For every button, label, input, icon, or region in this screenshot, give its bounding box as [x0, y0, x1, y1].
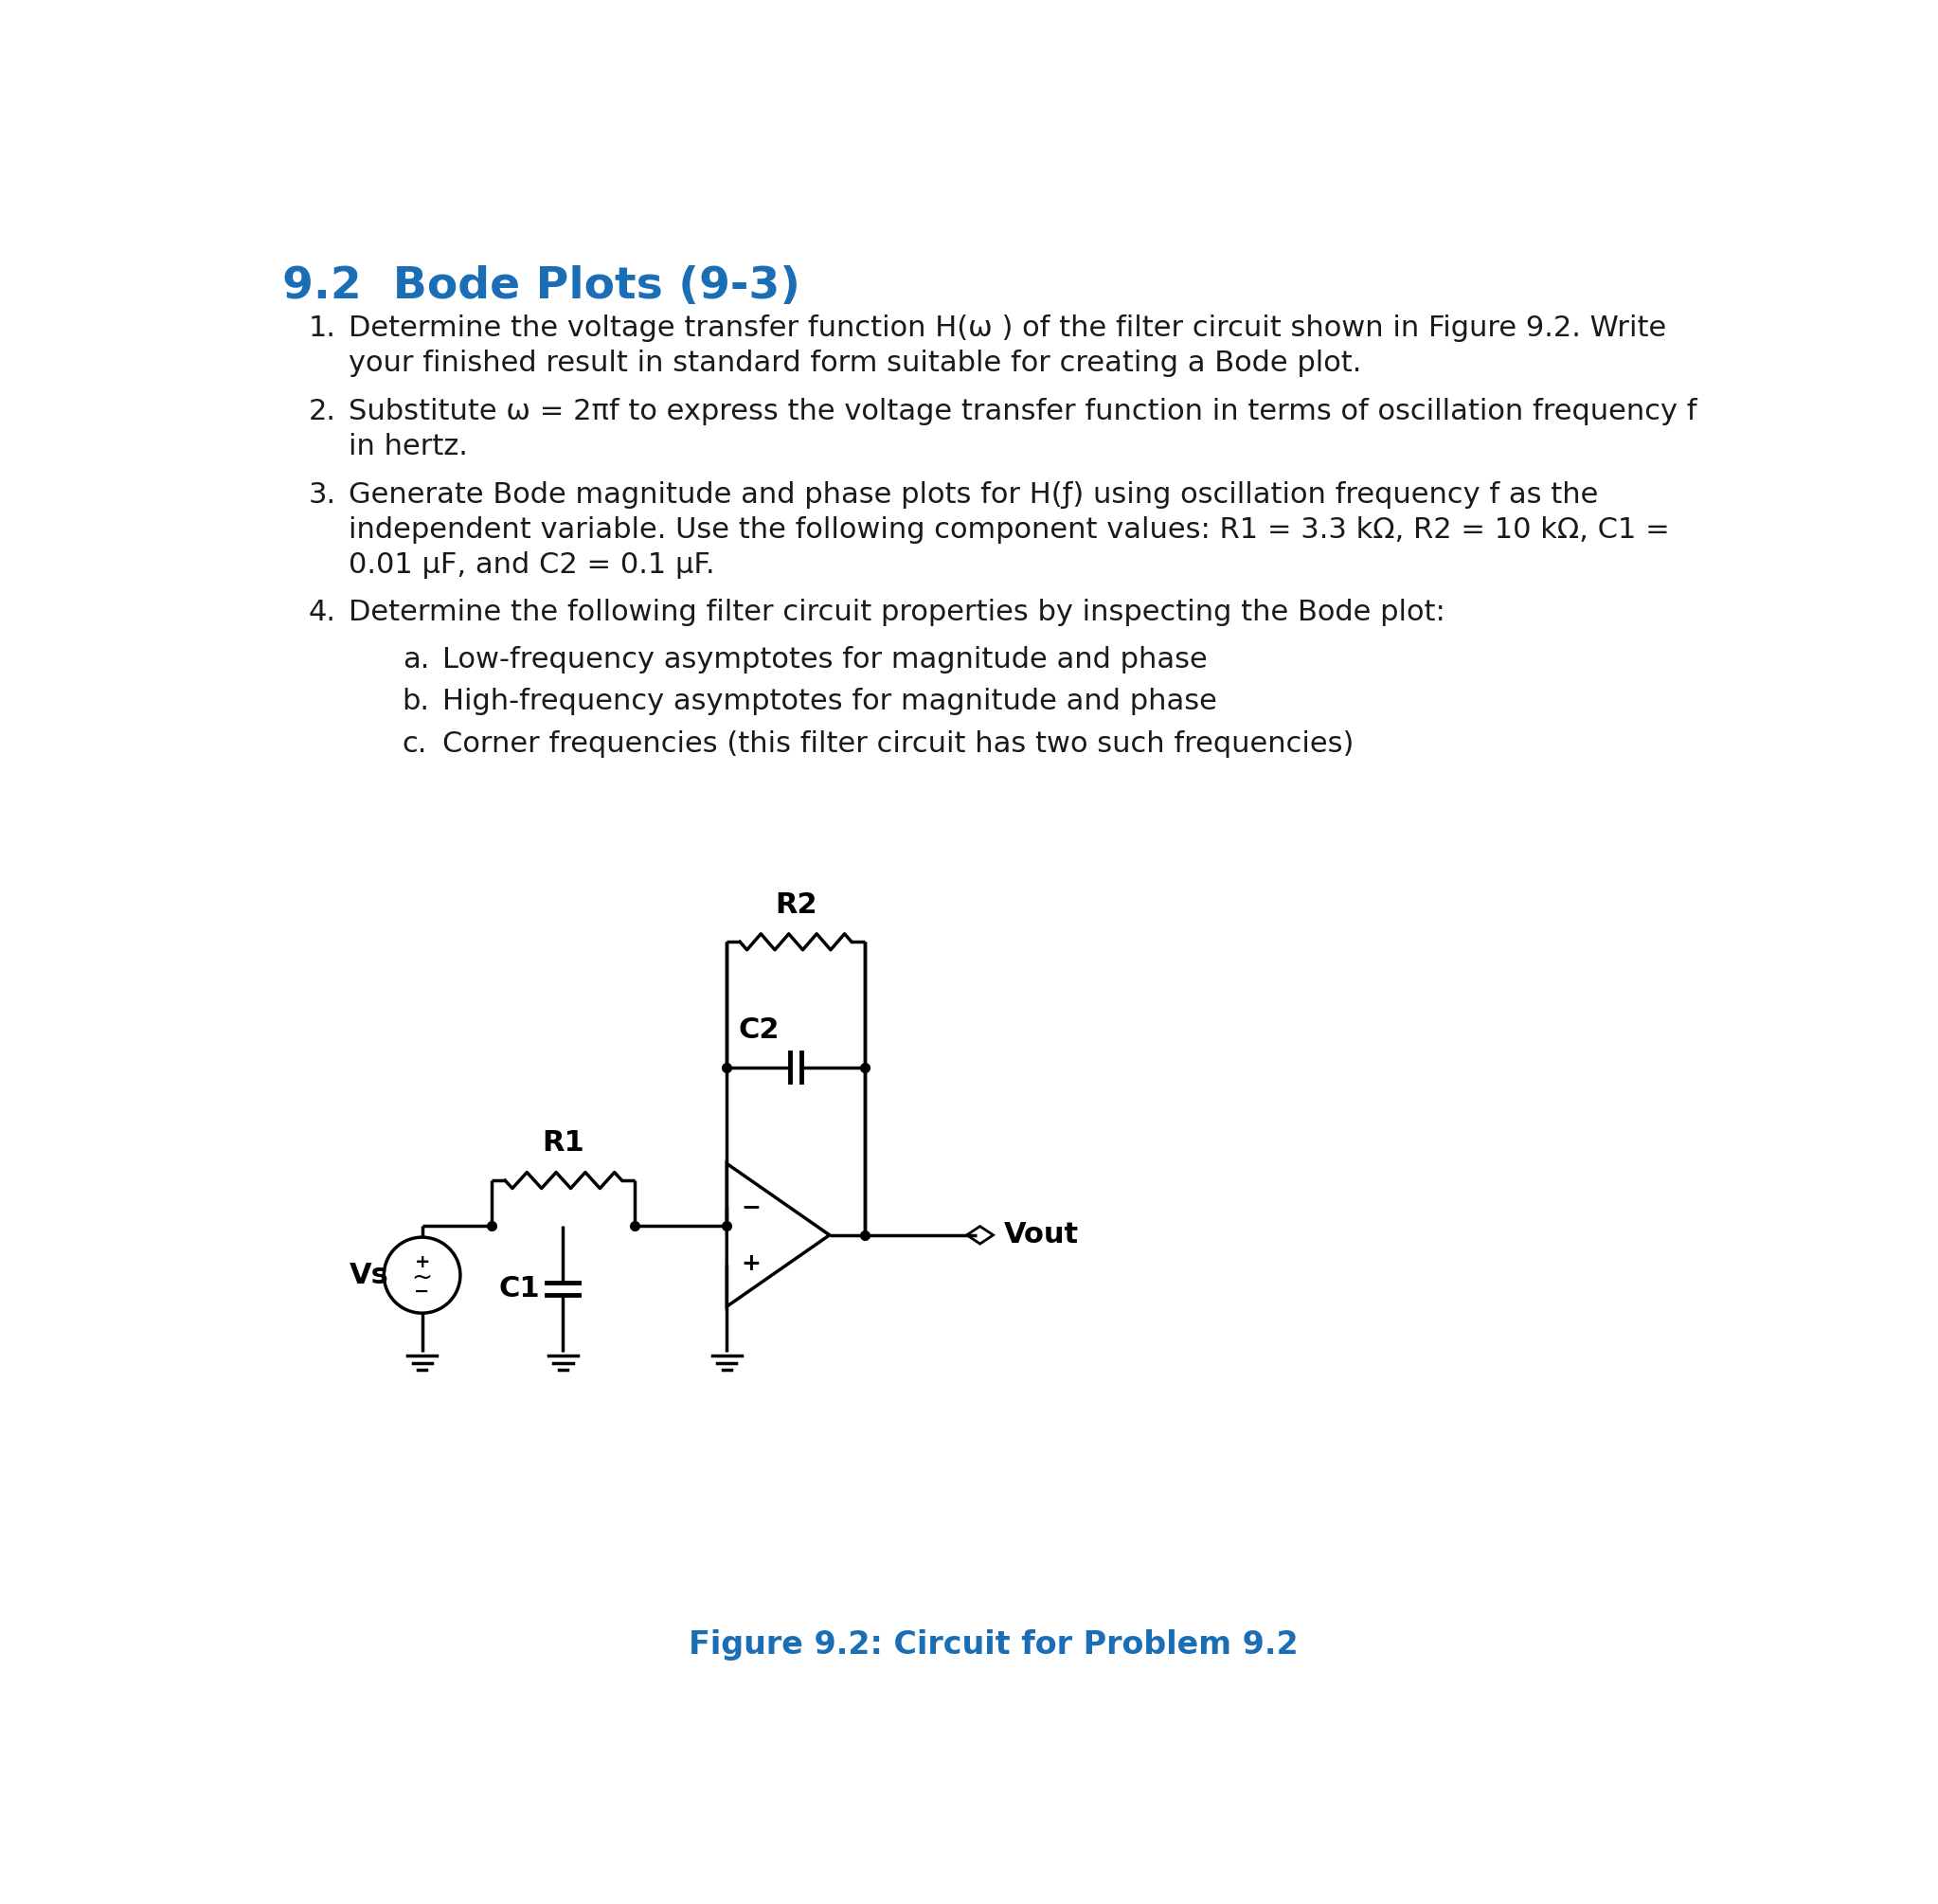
- Text: Figure 9.2: Circuit for Problem 9.2: Figure 9.2: Circuit for Problem 9.2: [688, 1630, 1298, 1660]
- Text: −: −: [415, 1281, 430, 1300]
- Text: R1: R1: [543, 1129, 585, 1158]
- Text: c.: c.: [403, 731, 426, 758]
- Text: ~: ~: [411, 1264, 432, 1289]
- Text: High-frequency asymptotes for magnitude and phase: High-frequency asymptotes for magnitude …: [442, 687, 1217, 716]
- Text: +: +: [415, 1253, 430, 1272]
- Text: 3.: 3.: [308, 482, 335, 508]
- Text: R2: R2: [775, 891, 818, 918]
- Text: C1: C1: [498, 1276, 539, 1302]
- Text: your finished result in standard form suitable for creating a Bode plot.: your finished result in standard form su…: [349, 350, 1362, 377]
- Text: Vout: Vout: [1004, 1220, 1079, 1249]
- Text: −: −: [742, 1196, 762, 1219]
- Text: C2: C2: [738, 1017, 779, 1043]
- Text: +: +: [742, 1253, 762, 1276]
- Text: Generate Bode magnitude and phase plots for H(ƒ) using oscillation frequency f a: Generate Bode magnitude and phase plots …: [349, 482, 1599, 508]
- Text: Determine the following filter circuit properties by inspecting the Bode plot:: Determine the following filter circuit p…: [349, 600, 1446, 626]
- Text: 9.2  Bode Plots (9-3): 9.2 Bode Plots (9-3): [283, 265, 800, 308]
- Text: b.: b.: [403, 687, 430, 716]
- Text: 0.01 μF, and C2 = 0.1 μF.: 0.01 μF, and C2 = 0.1 μF.: [349, 550, 715, 579]
- Text: Corner frequencies (this filter circuit has two such frequencies): Corner frequencies (this filter circuit …: [442, 731, 1355, 758]
- Text: independent variable. Use the following component values: R1 = 3.3 kΩ, R2 = 10 k: independent variable. Use the following …: [349, 516, 1671, 543]
- Text: Low-frequency asymptotes for magnitude and phase: Low-frequency asymptotes for magnitude a…: [442, 645, 1207, 674]
- Text: in hertz.: in hertz.: [349, 432, 467, 461]
- Text: a.: a.: [403, 645, 428, 674]
- Text: Determine the voltage transfer function H(ω ) of the filter circuit shown in Fig: Determine the voltage transfer function …: [349, 314, 1667, 343]
- Text: 1.: 1.: [308, 314, 335, 343]
- Text: 2.: 2.: [308, 398, 335, 425]
- Text: Substitute ω = 2πf to express the voltage transfer function in terms of oscillat: Substitute ω = 2πf to express the voltag…: [349, 398, 1698, 425]
- Text: 4.: 4.: [308, 600, 335, 626]
- Text: Vs: Vs: [349, 1262, 390, 1289]
